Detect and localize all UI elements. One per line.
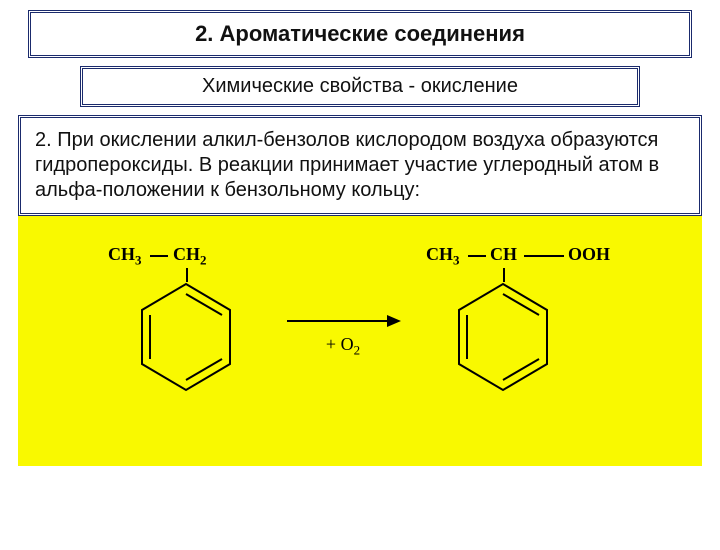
right-bond-dash2-icon: [522, 254, 566, 258]
right-ch-label: CH: [490, 244, 517, 265]
page-title: 2. Ароматические соединения: [47, 21, 673, 47]
subtitle-box: Химические свойства - окисление: [80, 66, 640, 107]
left-bond-dash-icon: [148, 254, 170, 258]
arrow-icon: [283, 312, 403, 330]
title-box: 2. Ароматические соединения: [28, 10, 692, 58]
right-benzene-ring-icon: [453, 280, 553, 395]
left-benzene-ring-icon: [136, 280, 236, 395]
reagent-label: + O2: [283, 334, 403, 359]
description-box: 2. При окислении алкил-бензолов кислород…: [18, 115, 702, 216]
right-ch3-label: CH3: [426, 244, 460, 269]
left-ch2-label: CH2: [173, 244, 207, 269]
reaction-diagram: CH3 CH2 + O2 CH3 CH O: [18, 216, 702, 466]
right-ooh-label: OOH: [568, 244, 610, 265]
page-subtitle: Химические свойства - окисление: [95, 75, 625, 98]
description-text: 2. При окислении алкил-бензолов кислород…: [35, 128, 685, 203]
left-ch3-label: CH3: [108, 244, 142, 269]
right-bond-dash1-icon: [466, 254, 488, 258]
reaction-arrow-group: + O2: [283, 312, 403, 359]
